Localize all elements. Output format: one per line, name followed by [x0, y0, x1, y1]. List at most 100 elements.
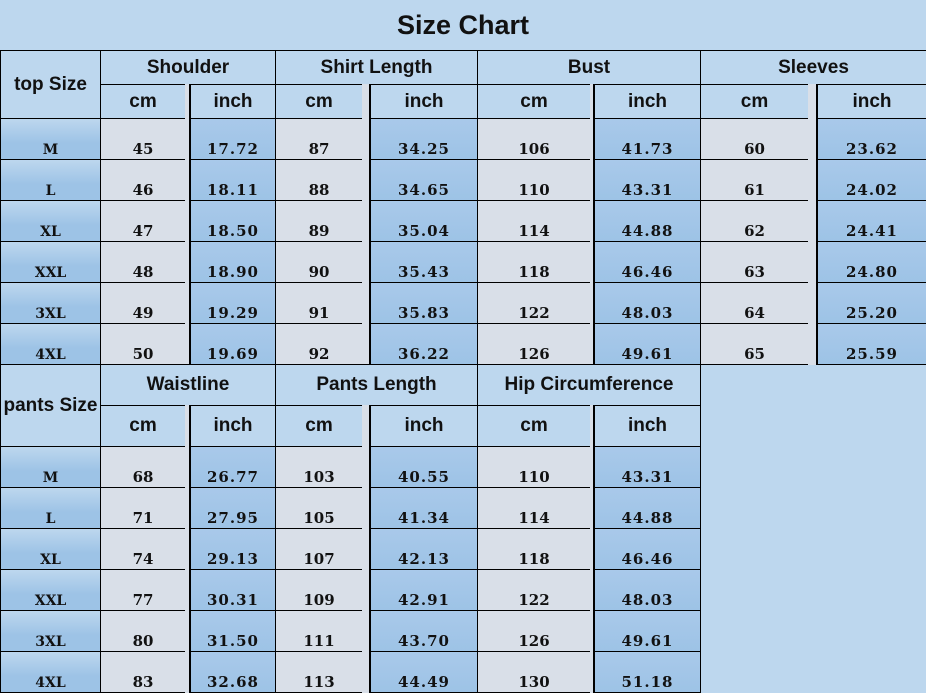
inch-value: 46.46: [594, 528, 701, 570]
inch-value: 24.02: [817, 159, 926, 201]
column-divider: [185, 528, 190, 570]
inch-value: 23.62: [817, 118, 926, 160]
inch-value: 25.20: [817, 282, 926, 324]
cm-value: 114: [477, 200, 591, 242]
inch-value: 18.50: [190, 200, 276, 242]
unit-header-inch: inch: [190, 405, 276, 447]
cm-value: 49: [100, 282, 186, 324]
size-cell: 3XL: [0, 610, 101, 652]
cm-value: 114: [477, 487, 591, 529]
column-divider: [185, 282, 190, 324]
column-divider: [808, 84, 817, 119]
inch-value: 36.22: [370, 323, 478, 365]
inch-value: 24.41: [817, 200, 926, 242]
cm-value: 105: [275, 487, 363, 529]
group-header: Waistline: [100, 364, 276, 406]
unit-header-cm: cm: [477, 405, 591, 447]
column-divider: [362, 446, 370, 488]
size-cell: XXL: [0, 569, 101, 611]
group-header: Shoulder: [100, 50, 276, 85]
column-divider: [362, 405, 370, 447]
cm-value: 126: [477, 323, 591, 365]
unit-header-cm: cm: [100, 84, 186, 119]
inch-value: 44.49: [370, 651, 478, 693]
column-divider: [590, 84, 594, 119]
column-divider: [590, 569, 594, 611]
cm-value: 65: [700, 323, 809, 365]
size-cell: XL: [0, 528, 101, 570]
column-divider: [185, 241, 190, 283]
size-cell: M: [0, 446, 101, 488]
cm-value: 48: [100, 241, 186, 283]
inch-value: 17.72: [190, 118, 276, 160]
column-divider: [590, 610, 594, 652]
column-divider: [185, 84, 190, 119]
column-divider: [362, 651, 370, 693]
inch-value: 18.90: [190, 241, 276, 283]
cm-value: 80: [100, 610, 186, 652]
unit-header-inch: inch: [594, 84, 701, 119]
size-header: pants Size: [0, 364, 101, 447]
cm-value: 61: [700, 159, 809, 201]
column-divider: [590, 528, 594, 570]
size-cell: XXL: [0, 241, 101, 283]
size-cell: 4XL: [0, 651, 101, 693]
cm-value: 64: [700, 282, 809, 324]
column-divider: [808, 118, 817, 160]
unit-header-inch: inch: [370, 84, 478, 119]
column-divider: [185, 487, 190, 529]
inch-value: 44.88: [594, 200, 701, 242]
cm-value: 106: [477, 118, 591, 160]
group-header: Sleeves: [700, 50, 926, 85]
unit-header-cm: cm: [275, 84, 363, 119]
unit-header-cm: cm: [275, 405, 363, 447]
column-divider: [362, 159, 370, 201]
cm-value: 110: [477, 159, 591, 201]
cm-value: 130: [477, 651, 591, 693]
size-cell: 3XL: [0, 282, 101, 324]
cm-value: 107: [275, 528, 363, 570]
cm-value: 110: [477, 446, 591, 488]
column-divider: [185, 200, 190, 242]
inch-value: 51.18: [594, 651, 701, 693]
inch-value: 42.13: [370, 528, 478, 570]
column-divider: [362, 323, 370, 365]
inch-value: 40.55: [370, 446, 478, 488]
column-divider: [590, 118, 594, 160]
column-divider: [185, 651, 190, 693]
cm-value: 126: [477, 610, 591, 652]
column-divider: [362, 241, 370, 283]
cm-value: 92: [275, 323, 363, 365]
column-divider: [185, 159, 190, 201]
inch-value: 24.80: [817, 241, 926, 283]
column-divider: [185, 569, 190, 611]
inch-value: 44.88: [594, 487, 701, 529]
inch-value: 49.61: [594, 610, 701, 652]
cm-value: 90: [275, 241, 363, 283]
cm-value: 122: [477, 282, 591, 324]
inch-value: 25.59: [817, 323, 926, 365]
cm-value: 111: [275, 610, 363, 652]
unit-header-inch: inch: [370, 405, 478, 447]
size-cell: XL: [0, 200, 101, 242]
column-divider: [808, 241, 817, 283]
cm-value: 62: [700, 200, 809, 242]
column-divider: [185, 405, 190, 447]
inch-value: 27.95: [190, 487, 276, 529]
inch-value: 46.46: [594, 241, 701, 283]
column-divider: [808, 323, 817, 365]
column-divider: [185, 610, 190, 652]
column-divider: [185, 323, 190, 365]
inch-value: 18.11: [190, 159, 276, 201]
group-header: Shirt Length: [275, 50, 478, 85]
column-divider: [590, 487, 594, 529]
inch-value: 35.83: [370, 282, 478, 324]
column-divider: [362, 569, 370, 611]
cm-value: 87: [275, 118, 363, 160]
cm-value: 77: [100, 569, 186, 611]
cm-value: 113: [275, 651, 363, 693]
inch-value: 30.31: [190, 569, 276, 611]
cm-value: 47: [100, 200, 186, 242]
column-divider: [362, 487, 370, 529]
inch-value: 41.73: [594, 118, 701, 160]
